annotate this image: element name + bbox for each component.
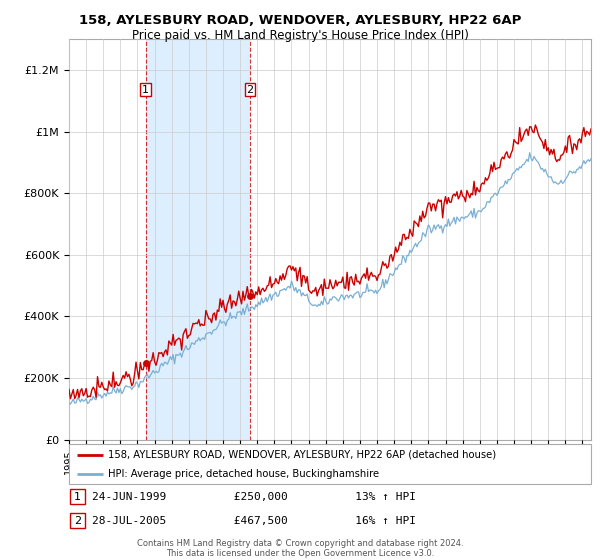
Text: 28-JUL-2005          £467,500          16% ↑ HPI: 28-JUL-2005 £467,500 16% ↑ HPI xyxy=(92,516,416,526)
Text: 2: 2 xyxy=(246,85,253,95)
Text: 1: 1 xyxy=(142,85,149,95)
Text: Price paid vs. HM Land Registry's House Price Index (HPI): Price paid vs. HM Land Registry's House … xyxy=(131,29,469,42)
Text: 2: 2 xyxy=(74,516,81,526)
Text: 24-JUN-1999          £250,000          13% ↑ HPI: 24-JUN-1999 £250,000 13% ↑ HPI xyxy=(92,492,416,502)
Text: Contains HM Land Registry data © Crown copyright and database right 2024.
This d: Contains HM Land Registry data © Crown c… xyxy=(137,539,463,558)
Text: 1: 1 xyxy=(74,492,81,502)
Text: 158, AYLESBURY ROAD, WENDOVER, AYLESBURY, HP22 6AP (detached house): 158, AYLESBURY ROAD, WENDOVER, AYLESBURY… xyxy=(108,450,496,460)
Bar xyxy=(146,39,250,440)
Text: HPI: Average price, detached house, Buckinghamshire: HPI: Average price, detached house, Buck… xyxy=(108,469,379,478)
Text: 158, AYLESBURY ROAD, WENDOVER, AYLESBURY, HP22 6AP: 158, AYLESBURY ROAD, WENDOVER, AYLESBURY… xyxy=(79,14,521,27)
